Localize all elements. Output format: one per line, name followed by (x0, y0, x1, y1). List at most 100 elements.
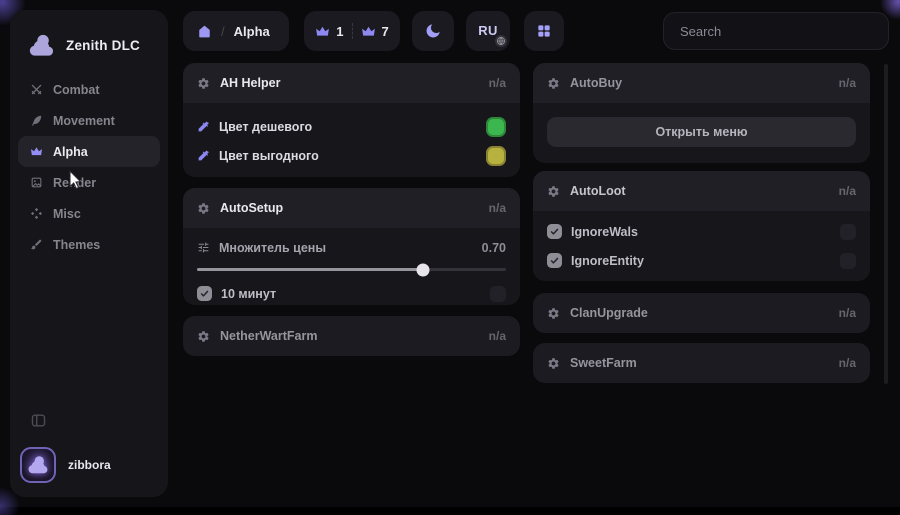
module-title: AutoSetup (220, 201, 284, 215)
pipette-icon (197, 120, 210, 133)
module-header[interactable]: AutoBuy n/a (533, 63, 870, 103)
gear-icon (547, 357, 560, 370)
check-icon (200, 289, 209, 298)
price-multiplier-slider[interactable] (197, 263, 506, 276)
module-status: n/a (488, 76, 506, 90)
module-status: n/a (838, 356, 856, 370)
sidebar-item-movement[interactable]: Movement (18, 105, 160, 136)
keybind-box[interactable] (490, 285, 506, 302)
sidebar-item-combat[interactable]: Combat (18, 74, 160, 105)
scrollbar[interactable] (884, 64, 888, 384)
user-profile[interactable]: zibbora (20, 447, 111, 483)
apps-grid-button[interactable] (524, 11, 564, 51)
app-logo-row: Zenith DLC (28, 32, 140, 59)
sidebar-item-label: Render (53, 175, 97, 190)
theme-toggle-button[interactable] (412, 11, 454, 51)
module-status: n/a (488, 201, 506, 215)
color-swatch-yellow[interactable] (486, 145, 506, 166)
module-title: AutoLoot (570, 184, 626, 198)
module-status: n/a (838, 184, 856, 198)
language-button[interactable]: RU (466, 11, 510, 51)
home-icon (197, 24, 212, 39)
checkbox-label: IgnoreEntity (571, 253, 644, 268)
slider-row: Множитель цены 0.70 (183, 233, 520, 262)
sidebar-item-label: Misc (53, 206, 81, 221)
sidebar-item-label: Combat (53, 82, 100, 97)
brush-icon (30, 238, 43, 251)
crown-icon (315, 24, 330, 39)
sidebar-item-render[interactable]: Render (18, 167, 160, 198)
module-header[interactable]: AutoSetup n/a (183, 188, 520, 228)
module-card-netherwartfarm: NetherWartFarm n/a (183, 316, 520, 356)
setting-row: Цвет выгодного (183, 141, 520, 170)
keybind-box[interactable] (840, 223, 856, 240)
avatar (20, 447, 56, 483)
module-card-sweetfarm: SweetFarm n/a (533, 343, 870, 383)
checkbox-label: 10 минут (221, 286, 277, 301)
module-status: n/a (488, 329, 506, 343)
sidebar-item-label: Themes (53, 237, 101, 252)
slider-thumb[interactable] (416, 263, 430, 276)
checkbox-checked[interactable] (547, 253, 562, 268)
checkbox-row[interactable]: 10 минут (183, 279, 520, 305)
breadcrumb[interactable]: / Alpha (183, 11, 289, 51)
slider-fill (197, 268, 423, 271)
module-title: NetherWartFarm (220, 329, 318, 343)
sidebar-item-label: Alpha (53, 144, 88, 159)
search-bar[interactable] (663, 12, 889, 50)
divider (351, 23, 353, 39)
feather-icon (30, 114, 43, 127)
sidebar-item-misc[interactable]: Misc (18, 198, 160, 229)
breadcrumb-separator: / (221, 23, 225, 39)
sidebar-menu: Combat Movement Alpha Render Misc Themes (10, 74, 168, 260)
open-menu-button[interactable]: Открыть меню (547, 117, 856, 147)
swords-icon (30, 83, 43, 96)
slider-label: Множитель цены (219, 240, 327, 255)
globe-icon (493, 34, 508, 48)
module-card-ah-helper: AH Helper n/a Цвет дешевого Цвет выгодно… (183, 63, 520, 177)
checkbox-row[interactable]: IgnoreEntity (533, 246, 870, 275)
sidebar-item-themes[interactable]: Themes (18, 229, 160, 260)
color-swatch-green[interactable] (486, 116, 506, 137)
crown-icon (30, 145, 43, 158)
module-status: n/a (838, 76, 856, 90)
username: zibbora (68, 458, 111, 472)
gear-icon (547, 307, 560, 320)
image-icon (30, 176, 43, 189)
sidebar-item-label: Movement (53, 113, 115, 128)
crown-count: 7 (381, 23, 389, 39)
module-card-clanupgrade: ClanUpgrade n/a (533, 293, 870, 333)
moon-icon (424, 22, 442, 40)
keybind-box[interactable] (840, 252, 856, 269)
search-input[interactable] (680, 23, 872, 39)
sliders-icon (197, 241, 210, 254)
gear-icon (547, 77, 560, 90)
language-code: RU (478, 23, 498, 38)
module-header[interactable]: ClanUpgrade n/a (533, 293, 870, 333)
module-header[interactable]: SweetFarm n/a (533, 343, 870, 383)
module-title: ClanUpgrade (570, 306, 648, 320)
module-header[interactable]: AH Helper n/a (183, 63, 520, 103)
module-header[interactable]: NetherWartFarm n/a (183, 316, 520, 356)
app-title: Zenith DLC (66, 38, 140, 53)
sidebar: Zenith DLC Combat Movement Alpha Render … (10, 10, 168, 497)
module-card-autobuy: AutoBuy n/a Открыть меню (533, 63, 870, 163)
checkbox-checked[interactable] (197, 286, 212, 301)
module-header[interactable]: AutoLoot n/a (533, 171, 870, 211)
setting-row: Цвет дешевого (183, 112, 520, 141)
collapse-sidebar-button[interactable] (30, 412, 47, 429)
gear-icon (197, 330, 210, 343)
gear-icon (197, 202, 210, 215)
checkbox-label: IgnoreWals (571, 224, 638, 239)
cloud-avatar-icon (27, 454, 49, 476)
checkbox-row[interactable]: IgnoreWals (533, 217, 870, 246)
panel-icon (30, 412, 47, 429)
module-status: n/a (838, 306, 856, 320)
crown-icon (361, 24, 376, 39)
gear-icon (197, 77, 210, 90)
crown-count: 1 (336, 23, 344, 39)
crown-counters[interactable]: 1 7 (304, 11, 400, 51)
checkbox-checked[interactable] (547, 224, 562, 239)
crown-counter: 7 (361, 24, 389, 39)
sidebar-item-alpha[interactable]: Alpha (18, 136, 160, 167)
